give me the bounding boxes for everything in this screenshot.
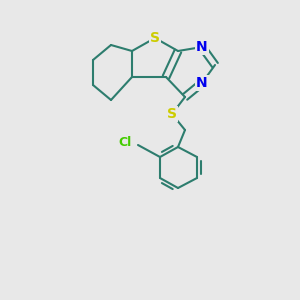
Text: S: S: [150, 31, 160, 45]
Text: N: N: [196, 76, 208, 90]
Text: S: S: [167, 107, 177, 121]
Text: Cl: Cl: [118, 136, 132, 148]
Text: N: N: [196, 40, 208, 54]
